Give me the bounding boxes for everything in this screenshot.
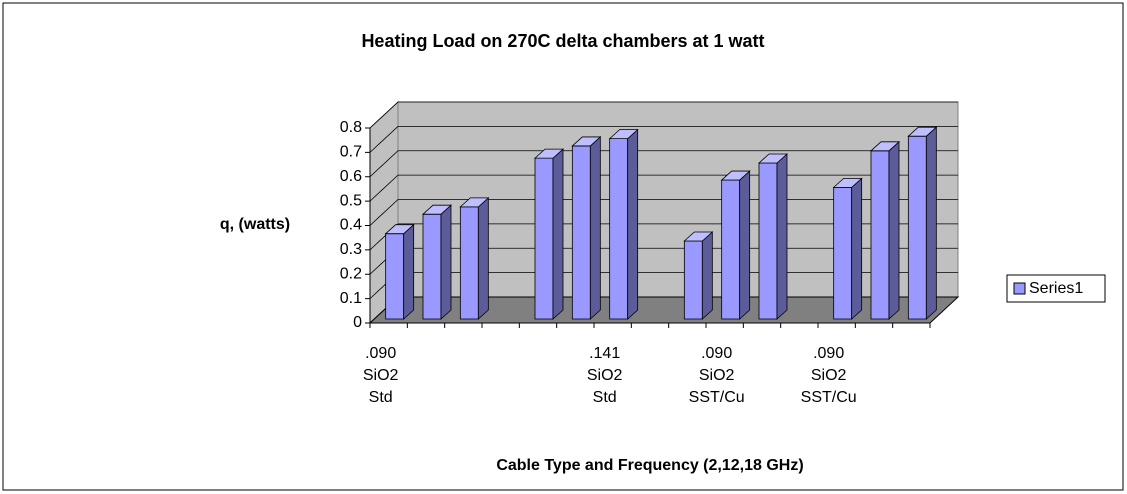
bar-top [533,148,565,159]
chart-title: Heating Load on 270C delta chambers at 1… [361,31,764,51]
bar-top [907,126,938,137]
bar-front [385,233,405,320]
bar-front [459,206,479,320]
bar-top [421,204,453,215]
bar-front [721,179,741,320]
bar-front [907,135,927,320]
y-tick-label: 0.2 [340,265,362,282]
bar [421,204,453,320]
legend-swatch [1013,282,1026,295]
bar-side [888,140,900,320]
bar [571,136,602,320]
bar-side [403,223,415,320]
y-tick-label: 0.3 [340,241,362,258]
bar [869,140,901,320]
bar-side [589,136,601,320]
bar [533,148,565,320]
bar [384,223,415,320]
bar [683,231,714,320]
bar-side [477,196,489,320]
grid-line [369,101,958,129]
bar-side [701,231,713,320]
bar-side [925,126,937,320]
bar [608,128,639,320]
bar-front [870,150,890,320]
bar-side [552,148,564,320]
x-tick-label: .090 SiO2 SST/Cu [800,345,857,406]
y-tick-label: 0.6 [340,168,362,185]
bar-top [757,153,789,164]
bar-top [571,136,602,147]
bar-top [384,224,415,235]
bar-front [571,145,591,320]
bar-front [833,186,853,320]
x-tick-label: .090 SiO2 SST/Cu [688,345,745,406]
bar-front [422,213,442,320]
bar-top [459,197,490,208]
bar-front [683,240,703,320]
bar [832,177,863,320]
bar [757,153,789,320]
x-tick-label: .141 SiO2 Std [586,345,623,406]
bar-side [440,204,452,320]
y-tick-label: 0.1 [340,290,362,307]
grid-line [369,125,958,153]
y-tick-label: 0.5 [340,192,362,209]
y-tick-label: 0.4 [340,217,362,234]
y-axis-title: q, (watts) [220,216,290,233]
bar [720,170,751,320]
bar-top [608,129,639,140]
bar-top [832,177,863,188]
bar-top [720,170,751,181]
bar-side [776,153,788,320]
bar-side [851,177,863,320]
bar-side [739,170,751,320]
bar-side [627,128,639,320]
grid-line [369,150,958,178]
legend-label: Series1 [1029,280,1083,297]
bar-top [683,231,714,242]
bar-top [869,141,901,152]
bar-front [609,138,629,320]
x-axis-title: Cable Type and Frequency (2,12,18 GHz) [496,457,803,474]
floor [368,296,960,324]
bar [907,126,938,320]
bar [459,196,490,320]
bar-front [758,162,778,320]
y-tick-label: 0.8 [340,119,362,136]
y-tick-label: 0 [353,314,362,331]
y-tick-label: 0.7 [340,144,362,161]
bar-front [534,157,554,320]
x-tick-label: .090 SiO2 Std [362,345,399,406]
